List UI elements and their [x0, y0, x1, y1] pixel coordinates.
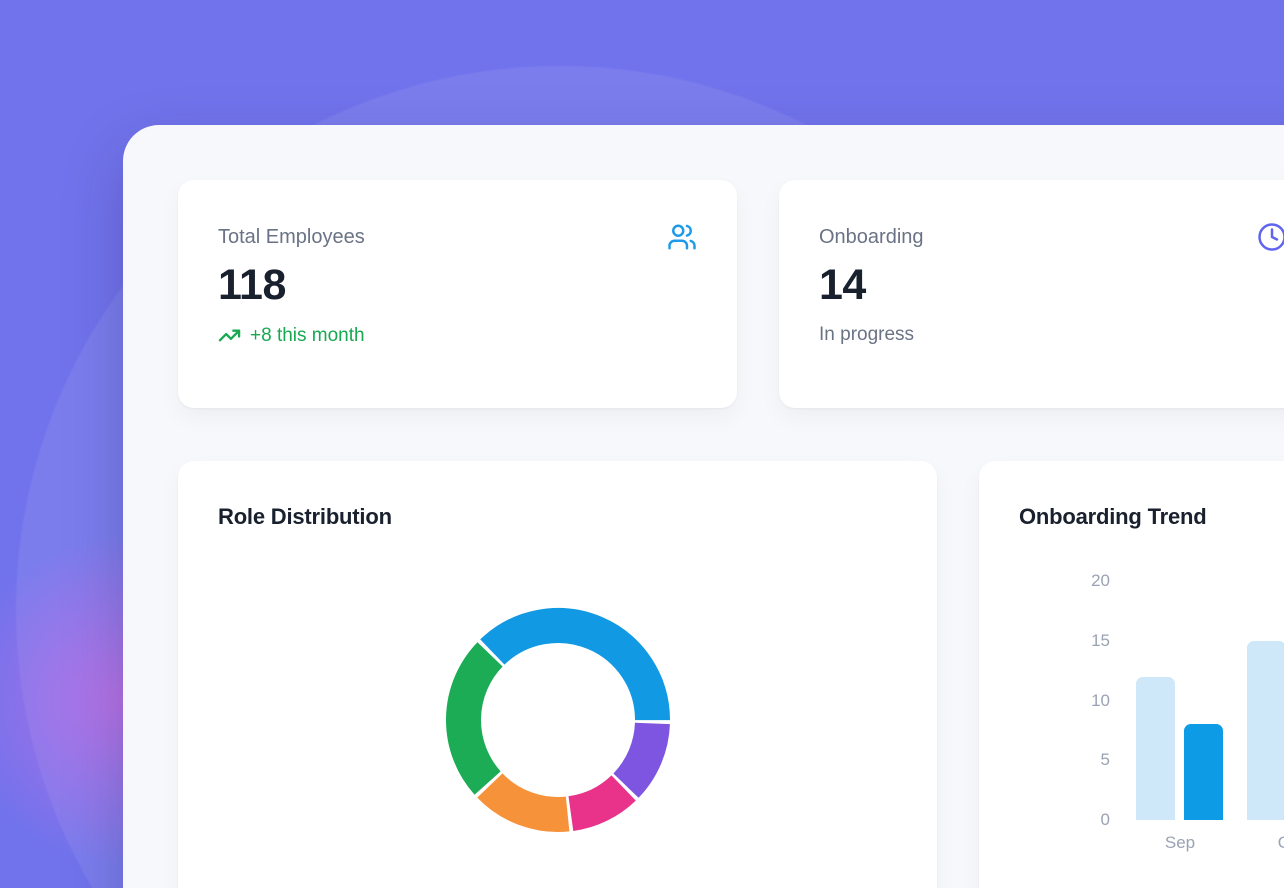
stat-card-header: Total Employees: [218, 222, 697, 252]
stat-value: 118: [218, 261, 286, 309]
stat-card-total-employees: Total Employees 118 +8 this month: [178, 180, 737, 408]
stat-card-onboarding: Onboarding 14 In progress: [779, 180, 1284, 408]
stat-delta: +8 this month: [218, 324, 697, 347]
y-axis-tick: 15: [1091, 630, 1110, 650]
bar-light-Oct: [1247, 640, 1284, 820]
donut-segment-pink: [567, 774, 636, 831]
donut-segment-green: [446, 642, 504, 795]
x-axis-label: Sep: [1164, 833, 1196, 852]
bar-chart: 20 15 10 5 0 Sep Oct: [979, 461, 1284, 888]
stat-delta-text: +8 this month: [250, 324, 365, 346]
role-distribution-card: Role Distribution: [178, 461, 937, 888]
trending-up-icon: [218, 324, 241, 347]
donut-segment-purple: [612, 722, 670, 798]
stat-subtext-label: In progress: [819, 324, 915, 345]
chart-title: Onboarding Trend: [1019, 504, 1207, 529]
stat-subtext: In progress: [819, 324, 1284, 346]
chart-title: Role Distribution: [218, 504, 392, 529]
stat-label: Onboarding: [819, 226, 924, 248]
donut-segment-blue: [480, 608, 671, 721]
y-axis-tick: 10: [1091, 690, 1110, 710]
bar-light-Sep: [1136, 676, 1175, 820]
clock-icon: [1257, 222, 1284, 252]
donut-chart: [446, 608, 671, 832]
stat-label: Total Employees: [218, 226, 365, 248]
stat-value: 14: [819, 261, 866, 309]
dashboard-panel: Total Employees 118 +8 this month: [123, 125, 1284, 888]
onboarding-trend-card: Onboarding Trend 20 15 10 5 0 Sep Oct: [979, 461, 1284, 888]
bar-dark-Sep: [1184, 724, 1223, 820]
stat-card-header: Onboarding: [819, 222, 1284, 252]
donut-segment-orange: [477, 772, 570, 832]
x-axis-label: Oct: [1246, 833, 1284, 853]
y-axis-tick: 0: [1100, 810, 1110, 829]
users-icon: [667, 222, 697, 252]
y-axis-tick: 5: [1100, 750, 1110, 770]
y-axis-tick: 20: [1091, 571, 1110, 590]
